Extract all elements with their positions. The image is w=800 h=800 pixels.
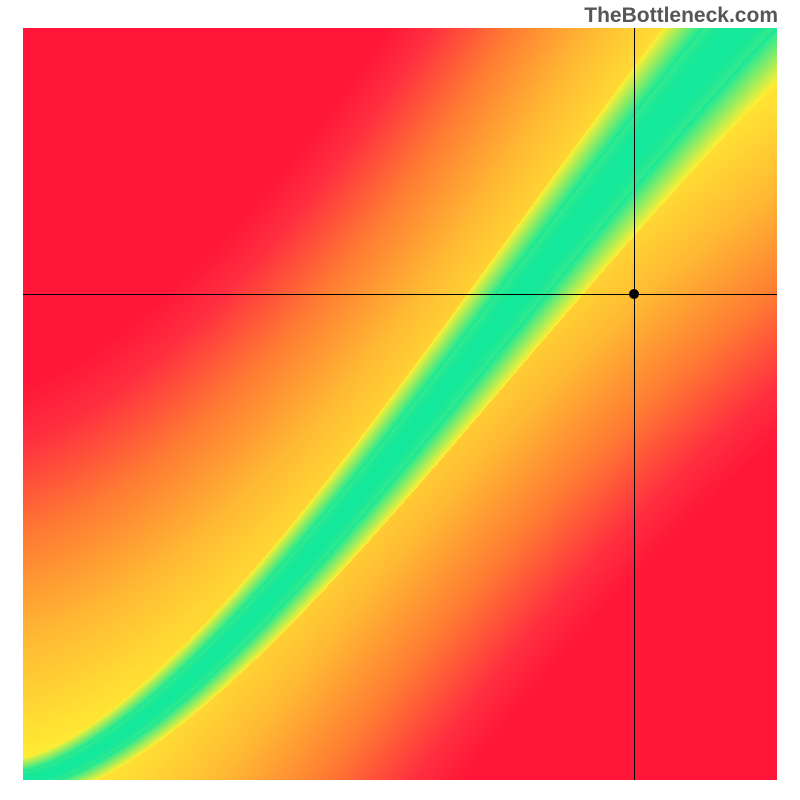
crosshair-horizontal [23,294,777,295]
heatmap-canvas [23,28,777,780]
crosshair-point [629,289,639,299]
watermark-text: TheBottleneck.com [584,4,778,28]
crosshair-vertical [634,28,635,780]
plot-area [23,28,777,780]
